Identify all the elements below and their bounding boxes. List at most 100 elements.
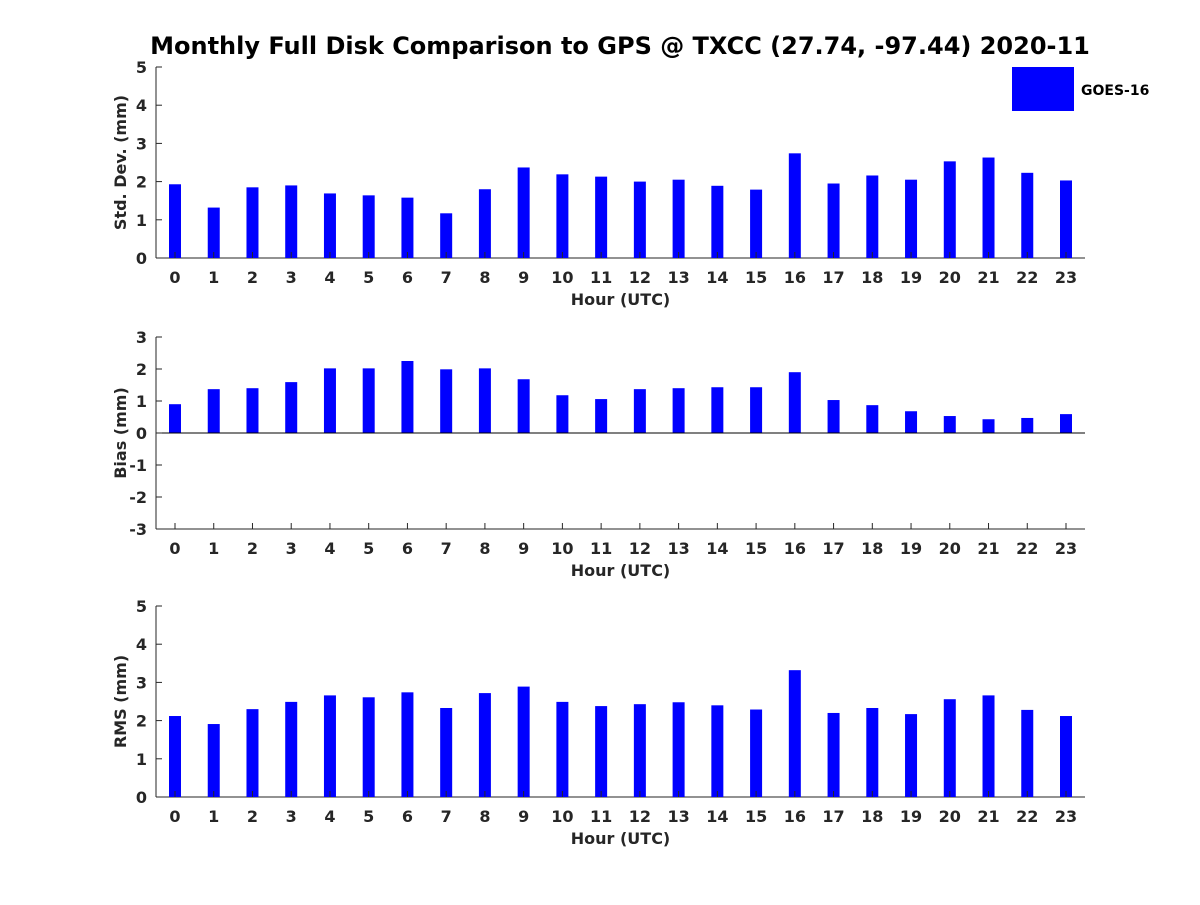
bar-hour-20 (943, 416, 956, 433)
bar-hour-8 (478, 189, 491, 258)
x-tick-label: 8 (479, 268, 490, 287)
x-tick-label: 10 (551, 268, 573, 287)
bar-hour-10 (556, 701, 569, 797)
x-tick-label: 11 (590, 268, 612, 287)
bar-hour-15 (750, 387, 763, 433)
x-tick-label: 10 (551, 807, 573, 826)
bar-hour-12 (633, 181, 646, 258)
bar-hour-15 (750, 189, 763, 258)
x-tick-label: 16 (784, 268, 806, 287)
x-tick-label: 22 (1016, 807, 1038, 826)
bar-hour-21 (982, 157, 995, 258)
x-tick-label: 12 (629, 268, 651, 287)
bar-hour-19 (905, 179, 918, 258)
x-tick-label: 1 (208, 539, 219, 558)
bar-hour-20 (943, 699, 956, 797)
x-tick-label: 21 (977, 539, 999, 558)
bar-hour-22 (1021, 709, 1034, 797)
bar-hour-11 (595, 399, 608, 433)
bar-hour-3 (285, 382, 298, 433)
bar-hour-17 (827, 183, 840, 258)
bar-hour-1 (207, 389, 220, 433)
x-tick-label: 3 (286, 807, 297, 826)
x-tick-label: 21 (977, 807, 999, 826)
x-tick-label: 17 (822, 539, 844, 558)
y-tick-label: 1 (136, 392, 147, 411)
y-tick-label: 3 (136, 134, 147, 153)
bar-hour-6 (401, 361, 414, 433)
bar-hour-16 (788, 670, 801, 797)
bar-hour-18 (866, 405, 879, 433)
bar-hour-17 (827, 400, 840, 433)
bar-hour-5 (362, 195, 375, 258)
x-tick-label: 18 (861, 268, 883, 287)
y-tick-label: 0 (136, 249, 147, 268)
y-tick-label: 5 (136, 597, 147, 616)
x-tick-label: 5 (363, 539, 374, 558)
x-tick-label: 22 (1016, 539, 1038, 558)
bar-hour-2 (246, 388, 259, 433)
y-tick-label: -2 (129, 488, 147, 507)
x-tick-label: 4 (324, 268, 335, 287)
x-tick-label: 12 (629, 539, 651, 558)
bar-hour-10 (556, 395, 569, 433)
x-tick-label: 11 (590, 807, 612, 826)
y-tick-label: 2 (136, 360, 147, 379)
bar-hour-3 (285, 185, 298, 258)
bar-hour-2 (246, 187, 259, 258)
y-tick-label: 2 (136, 173, 147, 192)
x-tick-label: 8 (479, 539, 490, 558)
x-tick-label: 14 (706, 268, 728, 287)
x-tick-label: 9 (518, 268, 529, 287)
chart-title: Monthly Full Disk Comparison to GPS @ TX… (150, 32, 1090, 60)
x-tick-label: 15 (745, 268, 767, 287)
y-tick-label: 3 (136, 673, 147, 692)
x-tick-label: 9 (518, 539, 529, 558)
bar-hour-16 (788, 372, 801, 433)
bar-hour-12 (633, 389, 646, 433)
bar-hour-7 (440, 707, 453, 797)
y-tick-label: -1 (129, 456, 147, 475)
x-tick-label: 16 (784, 807, 806, 826)
bar-hour-0 (169, 404, 181, 433)
bar-hour-19 (905, 714, 918, 797)
bar-hour-1 (207, 724, 220, 797)
x-tick-label: 18 (861, 539, 883, 558)
bar-hour-11 (595, 706, 608, 797)
x-axis-label: Hour (UTC) (571, 290, 671, 309)
x-tick-label: 1 (208, 268, 219, 287)
bar-hour-9 (517, 686, 530, 797)
bar-hour-19 (905, 411, 918, 433)
bar-hour-14 (711, 387, 724, 433)
bar-hour-14 (711, 705, 724, 797)
bar-hour-7 (440, 213, 453, 258)
bar-hour-23 (1060, 180, 1072, 258)
x-tick-label: 14 (706, 539, 728, 558)
x-tick-label: 0 (169, 268, 180, 287)
x-tick-label: 23 (1055, 807, 1077, 826)
x-tick-label: 7 (441, 539, 452, 558)
bar-hour-0 (169, 716, 181, 797)
bar-hour-6 (401, 692, 414, 797)
x-tick-label: 19 (900, 268, 922, 287)
y-axis-label: Bias (mm) (111, 387, 130, 479)
x-tick-label: 23 (1055, 539, 1077, 558)
bar-hour-9 (517, 379, 530, 433)
x-tick-label: 18 (861, 807, 883, 826)
x-tick-label: 4 (324, 539, 335, 558)
x-tick-label: 7 (441, 268, 452, 287)
x-tick-label: 20 (939, 807, 961, 826)
x-tick-label: 17 (822, 268, 844, 287)
x-tick-label: 11 (590, 539, 612, 558)
x-tick-label: 2 (247, 807, 258, 826)
x-tick-label: 5 (363, 807, 374, 826)
x-tick-label: 2 (247, 268, 258, 287)
x-tick-label: 13 (667, 268, 689, 287)
x-axis-label: Hour (UTC) (571, 561, 671, 580)
x-tick-label: 20 (939, 539, 961, 558)
bar-hour-12 (633, 704, 646, 797)
x-tick-label: 13 (667, 539, 689, 558)
